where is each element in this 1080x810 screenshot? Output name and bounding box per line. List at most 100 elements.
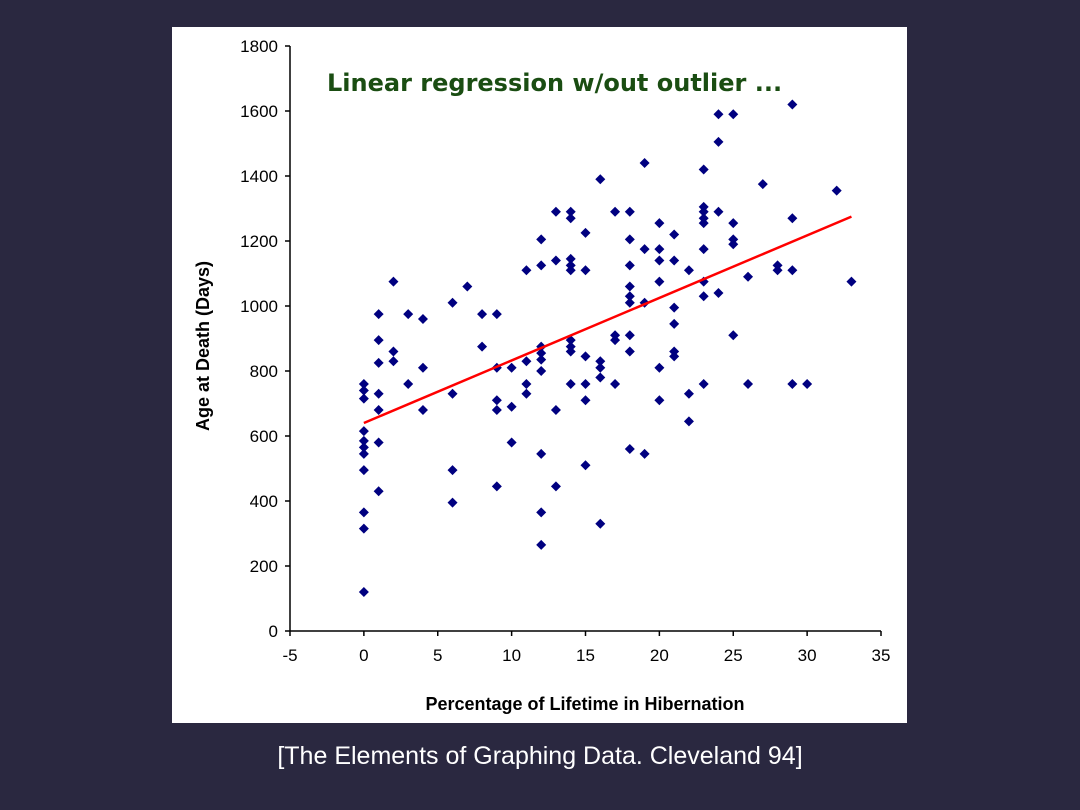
- data-point: [388, 276, 399, 287]
- y-tick-label: 1000: [240, 297, 278, 316]
- data-point: [683, 265, 694, 276]
- data-point: [403, 309, 414, 320]
- data-point: [506, 437, 517, 448]
- data-point: [373, 309, 384, 320]
- data-point: [683, 388, 694, 399]
- data-point: [462, 281, 473, 292]
- data-point: [403, 379, 414, 389]
- data-point: [624, 234, 635, 245]
- data-point: [580, 395, 591, 406]
- data-point: [447, 388, 458, 399]
- data-point: [565, 260, 576, 271]
- data-point: [536, 234, 547, 245]
- x-tick-label: -5: [282, 646, 297, 665]
- data-point: [595, 518, 606, 529]
- data-point: [728, 218, 739, 229]
- data-point: [757, 179, 768, 190]
- x-tick-label: 15: [576, 646, 595, 665]
- data-point: [477, 341, 488, 352]
- data-point: [417, 314, 428, 324]
- data-point: [536, 354, 547, 365]
- axes: [289, 46, 881, 632]
- y-tick-label: 600: [250, 427, 278, 446]
- data-point: [846, 276, 857, 287]
- data-point: [536, 348, 547, 359]
- data-point: [565, 253, 576, 264]
- data-point: [595, 362, 606, 373]
- data-point: [580, 265, 591, 276]
- data-point: [358, 385, 369, 396]
- data-point: [358, 587, 369, 597]
- data-point: [654, 218, 665, 229]
- data-point: [580, 379, 591, 389]
- data-point: [610, 379, 621, 389]
- data-point: [373, 437, 384, 448]
- data-point: [787, 379, 798, 389]
- data-point: [536, 507, 547, 518]
- data-point: [624, 260, 635, 271]
- data-point: [550, 405, 561, 415]
- data-point: [358, 442, 369, 453]
- data-point: [536, 448, 547, 459]
- data-point: [639, 158, 650, 168]
- data-point: [669, 255, 680, 266]
- data-point: [713, 136, 724, 147]
- data-point: [358, 465, 369, 476]
- data-point: [595, 174, 606, 185]
- data-point: [491, 309, 502, 320]
- y-tick-label: 0: [269, 622, 278, 641]
- data-point: [373, 405, 384, 415]
- data-point: [358, 523, 369, 534]
- data-point: [580, 460, 591, 471]
- data-point: [550, 206, 561, 217]
- data-point: [698, 213, 709, 224]
- data-point: [654, 276, 665, 287]
- data-point: [477, 309, 488, 320]
- data-point: [639, 448, 650, 459]
- x-tick-label: 10: [502, 646, 521, 665]
- y-tick-label: 1800: [240, 37, 278, 56]
- data-point: [565, 335, 576, 346]
- data-point: [654, 395, 665, 406]
- data-point: [698, 379, 709, 389]
- data-point: [491, 481, 502, 492]
- data-point: [624, 291, 635, 302]
- data-point: [669, 302, 680, 313]
- data-point: [373, 357, 384, 368]
- data-point: [506, 362, 517, 373]
- data-point: [373, 486, 384, 497]
- data-point: [565, 379, 576, 389]
- data-point: [417, 405, 428, 415]
- data-point: [417, 362, 428, 373]
- data-point: [358, 379, 369, 389]
- data-point: [565, 206, 576, 217]
- data-point: [550, 481, 561, 492]
- data-point: [713, 206, 724, 217]
- data-point: [521, 356, 532, 367]
- y-axis-title: Age at Death (Days): [193, 261, 213, 431]
- data-point: [536, 539, 547, 550]
- data-point: [728, 109, 739, 120]
- data-point: [787, 99, 798, 110]
- chart-title: Linear regression w/out outlier ...: [327, 69, 782, 97]
- data-point: [610, 206, 621, 217]
- data-point: [358, 435, 369, 446]
- data-point: [358, 393, 369, 404]
- data-point: [624, 444, 635, 454]
- y-tick-label: 200: [250, 557, 278, 576]
- x-tick-label: 30: [798, 646, 817, 665]
- data-point: [698, 244, 709, 255]
- source-caption: [The Elements of Graphing Data. Clevelan…: [277, 742, 803, 770]
- x-tick-label: 5: [433, 646, 442, 665]
- data-point: [580, 351, 591, 362]
- data-point: [624, 206, 635, 217]
- data-point: [639, 244, 650, 255]
- data-point: [624, 346, 635, 357]
- data-point: [358, 426, 369, 437]
- data-point: [447, 465, 458, 476]
- data-point: [624, 297, 635, 308]
- data-point: [713, 109, 724, 120]
- data-point: [521, 379, 532, 389]
- x-tick-label: 0: [359, 646, 368, 665]
- data-point: [536, 260, 547, 271]
